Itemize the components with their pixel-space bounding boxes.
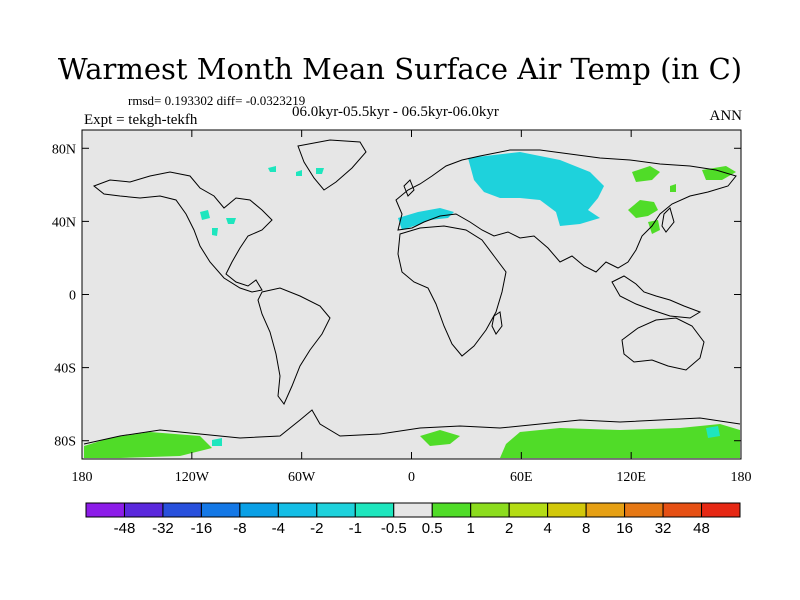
coastline-japan xyxy=(661,207,675,233)
lon-tick-label: 60E xyxy=(510,470,533,485)
lon-tick-label: 180 xyxy=(72,470,93,485)
colorbar: -48 -32 -16 -8 -4 -2 -1 -0.5 0.5 1 2 4 8 16 32 48 xyxy=(85,502,741,537)
colorbar-label: -0.5 xyxy=(381,520,407,537)
lat-tick-label: 40S xyxy=(54,362,76,377)
anomaly-patch-eurasia-negative xyxy=(468,152,604,226)
colorbar-label: -8 xyxy=(233,520,246,537)
colorbar-label: -48 xyxy=(114,520,136,537)
coastline-eurasia xyxy=(395,149,737,273)
anomaly-patch-arctic-negative xyxy=(268,166,324,176)
longitude-axis: 180 120W 60W 0 60E 120E 180 xyxy=(72,130,752,485)
lat-tick-label: 80S xyxy=(54,435,76,450)
coastline-australia xyxy=(621,317,705,371)
colorbar-label: 0.5 xyxy=(422,520,443,537)
colorbar-label: 32 xyxy=(655,520,672,537)
colorbar-label: 1 xyxy=(467,520,475,537)
lat-tick-label: 80N xyxy=(52,142,76,157)
coastline-north-america xyxy=(93,171,273,293)
lon-tick-label: 60W xyxy=(288,470,316,485)
stats-line: rmsd= 0.193302 diff= -0.0323219 xyxy=(128,93,306,108)
colorbar-box-6 xyxy=(316,502,356,518)
lon-tick-label: 0 xyxy=(408,470,415,485)
colorbar-label: -32 xyxy=(152,520,174,537)
colorbar-box-11 xyxy=(508,502,549,518)
colorbar-box-10 xyxy=(470,502,510,518)
colorbar-label: 4 xyxy=(543,520,551,537)
colorbar-label: -16 xyxy=(191,520,213,537)
colorbar-box-16 xyxy=(701,502,741,518)
coastline-greenland xyxy=(297,139,367,191)
lat-tick-label: 0 xyxy=(69,289,76,304)
colorbar-box-15 xyxy=(662,502,703,518)
lon-tick-label: 120W xyxy=(175,470,210,485)
colorbar-box-8 xyxy=(393,502,433,518)
colorbar-label: 2 xyxy=(505,520,513,537)
colorbar-box-9 xyxy=(431,502,472,518)
anomaly-patch-mediterranean-negative xyxy=(398,208,454,230)
period-subtitle: 06.0kyr-05.5kyr - 06.5kyr-06.0kyr xyxy=(292,104,499,120)
anomaly-patch-antarctica-positive xyxy=(84,424,740,458)
colorbar-box-2 xyxy=(162,502,202,518)
colorbar-label: -1 xyxy=(349,520,362,537)
colorbar-label: -2 xyxy=(310,520,323,537)
colorbar-label: 8 xyxy=(582,520,590,537)
lon-tick-label: 120E xyxy=(616,470,646,485)
coastline-africa xyxy=(397,225,507,357)
colorbar-box-5 xyxy=(277,502,318,518)
latitude-axis: 80N 40N 0 40S 80S xyxy=(52,142,741,450)
colorbar-box-1 xyxy=(123,502,164,518)
coastline-southeast-asia xyxy=(611,275,702,319)
coastline-uk xyxy=(403,179,415,197)
lon-tick-label: 180 xyxy=(731,470,752,485)
colorbar-label: 16 xyxy=(616,520,633,537)
colorbar-box-0 xyxy=(85,502,125,518)
colorbar-box-13 xyxy=(585,502,626,518)
coastline-antarctica xyxy=(83,409,741,445)
experiment-label: Expt = tekgh-tekfh xyxy=(84,112,198,128)
lat-tick-label: 40N xyxy=(52,215,76,230)
colorbar-label: -4 xyxy=(272,520,285,537)
map-title: Warmest Month Mean Surface Air Temp (in … xyxy=(57,52,743,86)
colorbar-box-3 xyxy=(200,502,241,518)
colorbar-box-14 xyxy=(624,502,664,518)
season-label: ANN xyxy=(709,108,743,124)
coastlines xyxy=(83,139,741,445)
colorbar-box-4 xyxy=(239,502,279,518)
coastline-south-america xyxy=(257,287,331,405)
anomaly-patch-siberia-positive xyxy=(632,166,736,192)
colorbar-box-12 xyxy=(547,502,587,518)
anomaly-patch-america-negative xyxy=(200,210,236,236)
colorbar-label: 48 xyxy=(693,520,710,537)
colorbar-box-7 xyxy=(354,502,395,518)
coastline-madagascar xyxy=(491,311,503,335)
